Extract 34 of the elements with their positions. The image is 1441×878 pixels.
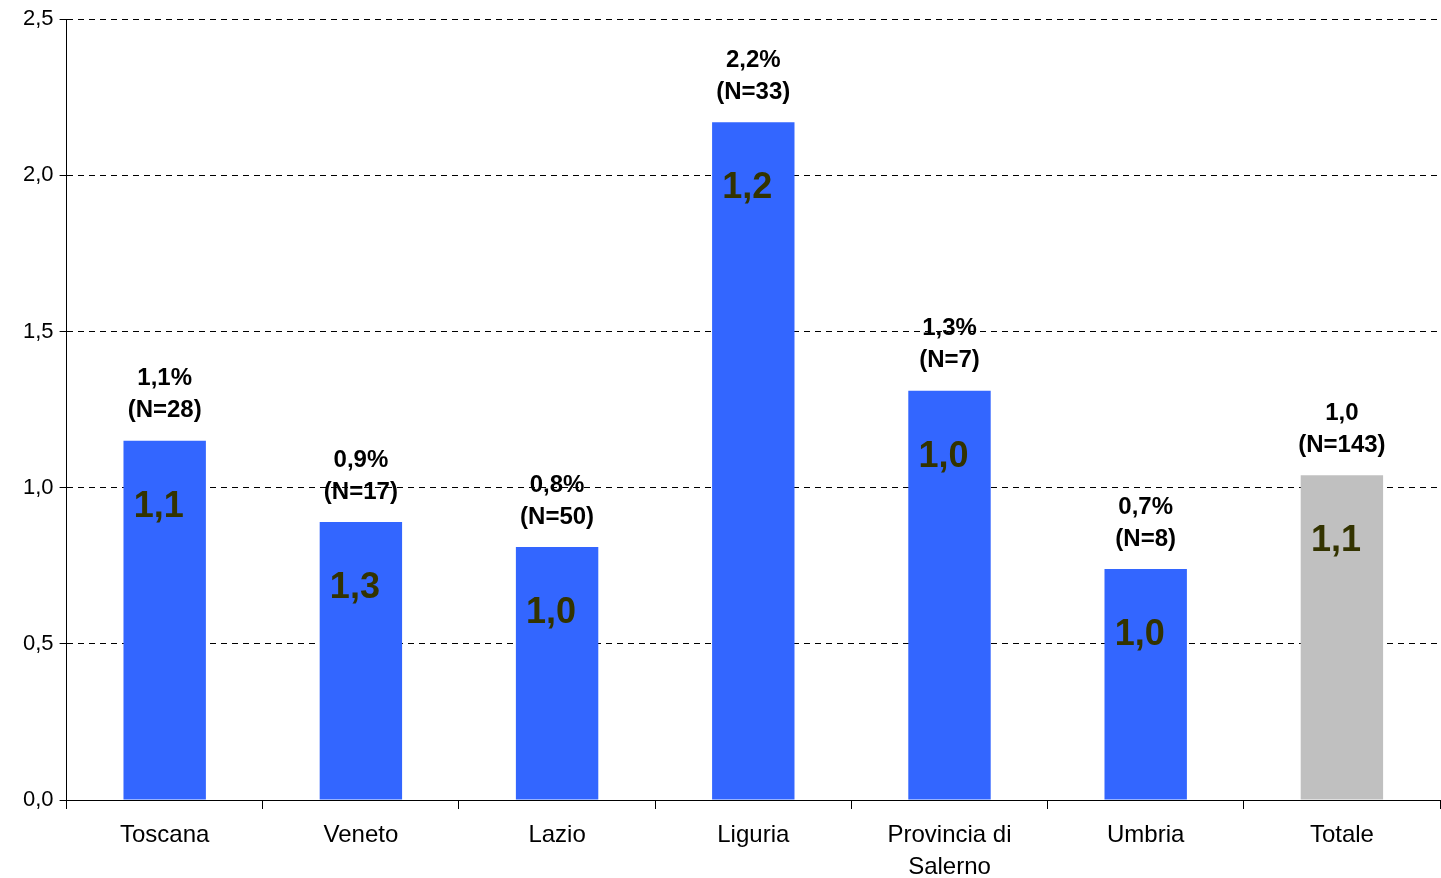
data-label: 0,8% (N=50) (520, 469, 595, 529)
bar (123, 440, 206, 800)
x-tick-label: Lazio (528, 819, 586, 847)
y-tick-label: 0,5 (22, 629, 54, 655)
bar (515, 547, 599, 800)
annotation: 1,0 (918, 433, 969, 475)
data-label: 1,0 (N=143) (1298, 397, 1386, 457)
data-label: 0,7% (N=8) (1115, 491, 1177, 551)
x-tick-label: Toscana (119, 819, 211, 847)
bar (1300, 475, 1384, 800)
annotation: 1,0 (526, 589, 577, 631)
annotation: 1,1 (1310, 518, 1361, 560)
data-label: 2,2% (N=33) (716, 44, 791, 104)
data-label: 1,3% (N=7) (919, 313, 980, 373)
annotation: 1,0 (1114, 611, 1165, 653)
x-tick-label: Liguria (717, 819, 790, 847)
annotation: 1,3 (329, 564, 380, 606)
y-tick-label: 1,5 (22, 317, 54, 343)
x-tick-label: Totale (1309, 819, 1374, 847)
bar (908, 390, 991, 800)
data-label: 0,9% (N=17) (323, 444, 398, 504)
x-tick-label: Provincia di Salerno (887, 819, 1012, 878)
annotation: 1,1 (133, 483, 184, 525)
x-tick-label: Umbria (1107, 819, 1186, 847)
bar (712, 122, 795, 800)
bar (1104, 568, 1187, 800)
bar (319, 522, 403, 800)
annotation: 1,2 (722, 165, 773, 207)
y-tick-label: 1,0 (22, 473, 54, 499)
y-tick-label: 2,0 (22, 161, 54, 187)
data-label: 1,1% (N=28) (127, 363, 202, 423)
x-tick-label: Veneto (323, 819, 399, 847)
y-tick-label: 2,5 (22, 5, 54, 31)
y-tick-label: 0,0 (22, 786, 54, 812)
